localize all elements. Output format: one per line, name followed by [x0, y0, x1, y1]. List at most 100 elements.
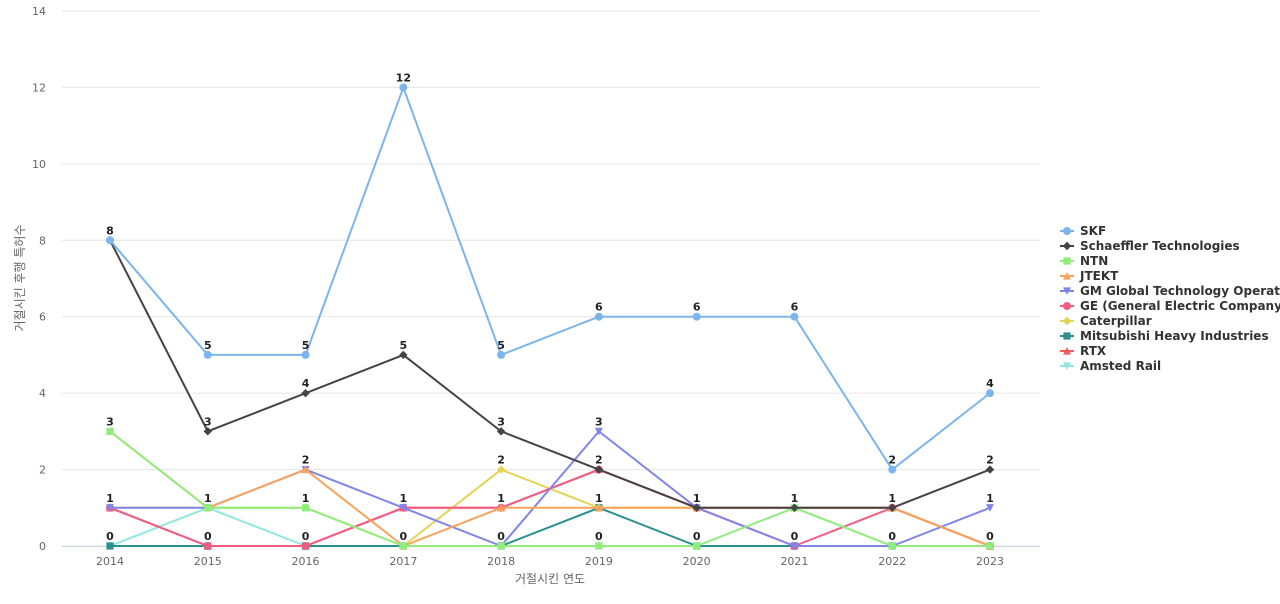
legend-item[interactable]: GE (General Electric Company): [1060, 299, 1280, 313]
legend-label: GE (General Electric Company): [1080, 299, 1280, 313]
data-label: 0: [595, 530, 603, 543]
data-point: [594, 503, 603, 512]
series-1: [105, 236, 995, 512]
data-point: [693, 542, 701, 550]
x-tick-label: 2022: [878, 555, 906, 568]
data-label: 2: [888, 454, 896, 467]
legend-swatch-marker: [1063, 302, 1071, 310]
data-label: 1: [693, 492, 701, 505]
data-point: [594, 465, 604, 474]
data-point: [790, 503, 799, 512]
data-label: 1: [986, 492, 994, 505]
data-label: 5: [302, 339, 310, 352]
legend-swatch-marker: [1063, 227, 1071, 235]
x-tick-label: 2020: [683, 555, 711, 568]
data-point: [301, 504, 310, 512]
data-point: [106, 236, 114, 245]
legend-label: NTN: [1080, 254, 1108, 268]
legend-item[interactable]: NTN: [1060, 254, 1108, 268]
series-2: [106, 427, 994, 550]
data-label: 3: [595, 415, 603, 428]
data-label: 2: [302, 454, 310, 467]
data-label: 3: [106, 415, 114, 428]
y-tick-label: 14: [32, 5, 46, 18]
data-point: [692, 503, 701, 512]
data-point: [106, 504, 114, 512]
data-point: [986, 542, 994, 550]
legend-swatch-marker: [1062, 316, 1072, 326]
y-tick-label: 4: [39, 387, 46, 400]
series-line: [109, 430, 990, 547]
legend-label: JTEKT: [1079, 269, 1119, 283]
data-label: 5: [497, 339, 505, 352]
data-label: 1: [106, 492, 114, 505]
data-point: [888, 465, 897, 474]
legend-item[interactable]: Amsted Rail: [1060, 359, 1161, 373]
series-0: [106, 83, 994, 474]
legend-label: Mitsubishi Heavy Industries: [1080, 329, 1269, 343]
data-label: 3: [497, 415, 505, 428]
data-label: 2: [595, 454, 603, 467]
data-label: 2: [986, 454, 994, 467]
y-axis-title: 거절시킨 후행 특허수: [12, 225, 27, 332]
data-label: 6: [693, 301, 701, 314]
legend-item[interactable]: Schaeffler Technologies: [1060, 239, 1240, 253]
y-tick-label: 2: [39, 464, 46, 477]
legend-label: Caterpillar: [1080, 314, 1152, 328]
legend-item[interactable]: JTEKT: [1060, 269, 1119, 283]
data-label: 0: [204, 530, 212, 543]
series-4: [106, 427, 994, 550]
x-tick-label: 2014: [96, 555, 124, 568]
data-label: 0: [693, 530, 701, 543]
data-point: [888, 503, 897, 512]
x-tick-label: 2023: [976, 555, 1004, 568]
data-point: [204, 504, 212, 512]
data-point: [301, 465, 310, 474]
data-point: [497, 542, 505, 550]
legend-swatch-marker: [1063, 257, 1071, 265]
legend-swatch-marker: [1062, 241, 1072, 251]
data-point: [790, 312, 799, 321]
legend-swatch-marker: [1063, 332, 1071, 340]
data-point: [301, 350, 310, 359]
x-tick-label: 2019: [585, 555, 613, 568]
legend-item[interactable]: GM Global Technology Operat...: [1060, 284, 1280, 298]
data-label: 1: [888, 492, 896, 505]
legend-item[interactable]: RTX: [1060, 344, 1107, 358]
series-line: [110, 430, 991, 547]
data-label: 1: [497, 492, 505, 505]
x-tick-label: 2016: [292, 555, 320, 568]
legend-label: SKF: [1080, 224, 1106, 238]
data-point: [203, 350, 212, 359]
legend-item[interactable]: SKF: [1060, 224, 1106, 238]
legend-swatch-marker: [1063, 287, 1071, 295]
data-label: 1: [204, 492, 212, 505]
data-point: [496, 427, 506, 436]
gridlines: [62, 10, 1040, 547]
series-7: [106, 504, 994, 550]
data-point: [985, 465, 995, 474]
data-point: [301, 542, 310, 550]
legend-label: GM Global Technology Operat...: [1080, 284, 1280, 298]
data-point: [106, 427, 114, 435]
data-point: [203, 427, 212, 436]
data-point: [986, 389, 994, 398]
legend-item[interactable]: Caterpillar: [1060, 314, 1152, 328]
data-labels: 8 3 1 0 5 3 1 0 5 4 2 1 0 12 5 1 0 5 3 2 1 0 6 3 2 1 0 6 1 0 6 1 0 2 1 0 4 2 1…: [106, 71, 994, 543]
x-tick-label: 2015: [194, 555, 222, 568]
data-point: [594, 312, 603, 321]
data-point: [497, 503, 506, 512]
y-tick-label: 6: [39, 311, 46, 324]
data-label: 8: [106, 224, 114, 237]
data-label: 6: [791, 301, 799, 314]
data-label: 0: [400, 530, 408, 543]
legend-swatch-marker: [1063, 362, 1071, 370]
x-axis-title: 거절시킨 연도: [515, 572, 585, 586]
legend-label: RTX: [1080, 344, 1107, 358]
legend-label: Schaeffler Technologies: [1080, 239, 1240, 253]
legend-item[interactable]: Mitsubishi Heavy Industries: [1060, 329, 1269, 343]
data-point: [399, 504, 408, 512]
